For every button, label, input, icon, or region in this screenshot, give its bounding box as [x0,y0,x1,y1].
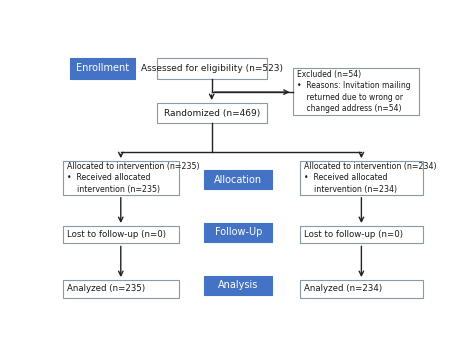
Text: Lost to follow-up (n=0): Lost to follow-up (n=0) [304,230,403,239]
FancyBboxPatch shape [292,68,419,115]
FancyBboxPatch shape [300,226,423,244]
FancyBboxPatch shape [300,161,423,195]
Text: Lost to follow-up (n=0): Lost to follow-up (n=0) [67,230,166,239]
FancyBboxPatch shape [70,58,135,79]
FancyBboxPatch shape [300,280,423,298]
Text: Assessed for eligibility (n=523): Assessed for eligibility (n=523) [141,64,283,73]
FancyBboxPatch shape [204,171,272,190]
Text: Allocated to intervention (n=235)
•  Received allocated
    intervention (n=235): Allocated to intervention (n=235) • Rece… [67,162,200,194]
Text: Analyzed (n=235): Analyzed (n=235) [67,284,146,293]
Text: Enrollment: Enrollment [76,64,129,73]
FancyBboxPatch shape [156,103,267,123]
Text: Allocation: Allocation [214,175,263,185]
Text: Analyzed (n=234): Analyzed (n=234) [304,284,383,293]
FancyBboxPatch shape [63,226,179,244]
Text: Analysis: Analysis [218,280,258,290]
FancyBboxPatch shape [63,280,179,298]
FancyBboxPatch shape [63,161,179,195]
Text: Excluded (n=54)
•  Reasons: Invitation mailing
    returned due to wrong or
    : Excluded (n=54) • Reasons: Invitation ma… [297,70,410,113]
FancyBboxPatch shape [156,58,267,79]
Text: Allocated to intervention (n=234)
•  Received allocated
    intervention (n=234): Allocated to intervention (n=234) • Rece… [304,162,437,194]
FancyBboxPatch shape [204,223,272,241]
Text: Follow-Up: Follow-Up [215,227,262,237]
Text: Randomized (n=469): Randomized (n=469) [164,108,260,118]
FancyBboxPatch shape [204,276,272,295]
